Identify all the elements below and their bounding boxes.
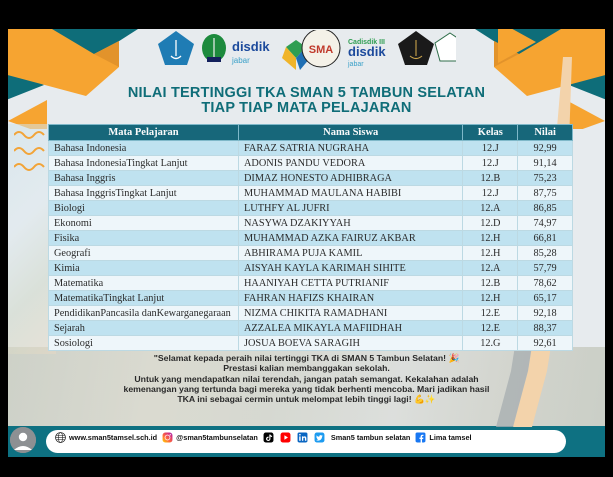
svg-text:jabar: jabar — [231, 56, 250, 65]
svg-text:disdik: disdik — [232, 39, 270, 54]
svg-text:jabar: jabar — [347, 61, 364, 68]
svg-text:disdik: disdik — [348, 44, 386, 59]
svg-text:SMA: SMA — [309, 44, 334, 56]
